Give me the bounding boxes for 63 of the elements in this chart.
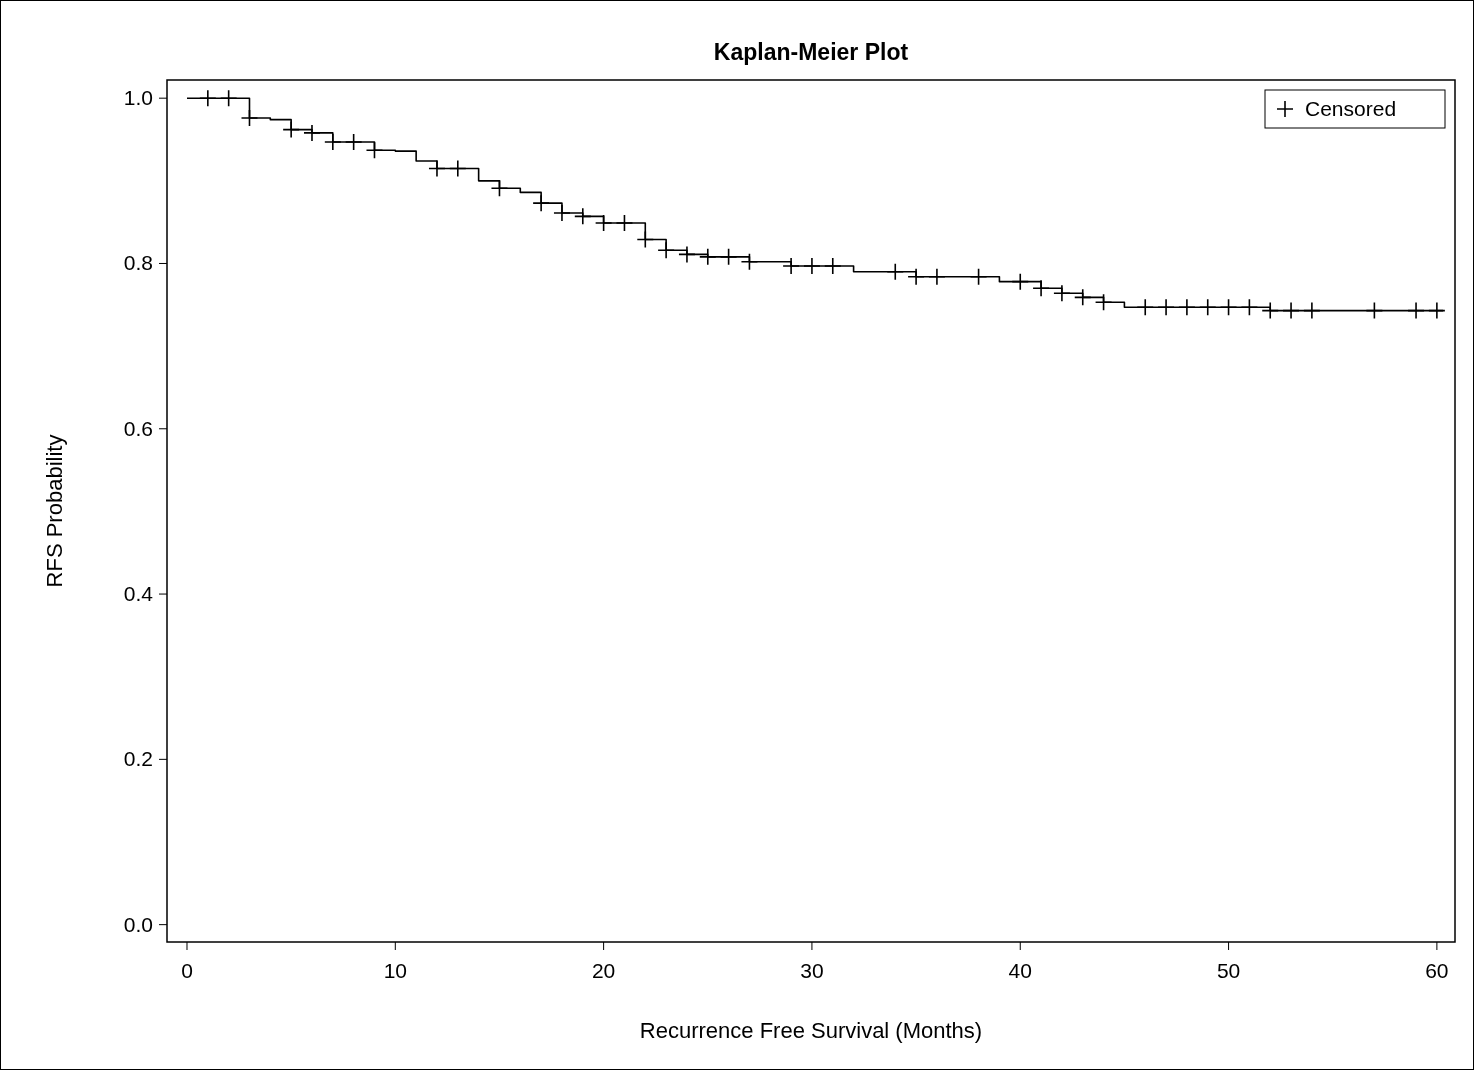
point bbox=[1407, 301, 1425, 320]
point bbox=[428, 159, 446, 178]
point bbox=[1073, 288, 1092, 307]
point bbox=[303, 124, 321, 142]
point bbox=[1157, 298, 1175, 317]
point bbox=[615, 214, 634, 232]
y-tick-label: 0.4 bbox=[123, 582, 154, 606]
point bbox=[907, 267, 925, 286]
point bbox=[969, 267, 988, 286]
point bbox=[1178, 298, 1196, 317]
y-tick-label: 0.2 bbox=[123, 747, 153, 771]
point bbox=[1011, 272, 1030, 291]
y-tick-label: 1.0 bbox=[123, 86, 153, 110]
point bbox=[1198, 298, 1217, 317]
point bbox=[740, 253, 759, 271]
point bbox=[532, 194, 550, 212]
point bbox=[678, 245, 696, 264]
point bbox=[490, 179, 509, 198]
point bbox=[928, 267, 946, 286]
y-tick-label: 0.8 bbox=[123, 251, 153, 275]
point bbox=[573, 207, 592, 226]
x-tick-label: 50 bbox=[1216, 959, 1241, 982]
point bbox=[803, 257, 821, 275]
x-tick-label: 60 bbox=[1425, 959, 1449, 982]
point bbox=[449, 159, 467, 178]
point bbox=[199, 89, 217, 107]
point bbox=[553, 204, 571, 222]
x-tick-label: 0 bbox=[181, 959, 193, 982]
point bbox=[1032, 279, 1050, 298]
point bbox=[1094, 293, 1113, 312]
y-tick-label: 0.6 bbox=[123, 416, 153, 440]
point bbox=[1261, 301, 1280, 320]
point bbox=[324, 133, 342, 151]
y-axis-title: RFS Probability bbox=[42, 434, 67, 588]
point bbox=[886, 262, 905, 281]
point bbox=[698, 248, 717, 266]
point bbox=[636, 230, 655, 249]
point bbox=[1136, 298, 1155, 317]
x-tick-label: 10 bbox=[383, 959, 407, 982]
point bbox=[823, 257, 842, 275]
legend-label: Censored bbox=[1305, 97, 1397, 120]
point bbox=[594, 214, 613, 232]
point bbox=[344, 133, 363, 151]
point bbox=[1303, 301, 1321, 320]
point bbox=[1219, 298, 1238, 317]
x-tick-label: 30 bbox=[800, 959, 824, 982]
x-tick-label: 40 bbox=[1008, 959, 1032, 982]
point bbox=[1282, 301, 1300, 320]
point bbox=[282, 120, 300, 139]
point bbox=[1428, 301, 1446, 320]
chart-title: Kaplan-Meier Plot bbox=[713, 39, 909, 65]
point bbox=[219, 89, 238, 107]
point bbox=[365, 141, 384, 160]
point bbox=[1240, 298, 1259, 317]
point bbox=[1053, 284, 1071, 303]
point bbox=[782, 257, 800, 275]
y-tick-label: 0.0 bbox=[123, 912, 153, 936]
x-axis-title: Recurrence Free Survival (Months) bbox=[639, 1018, 983, 1043]
x-tick-label: 20 bbox=[591, 959, 616, 982]
point bbox=[240, 109, 259, 127]
point bbox=[719, 248, 738, 266]
point bbox=[657, 241, 675, 260]
point bbox=[1365, 301, 1384, 320]
